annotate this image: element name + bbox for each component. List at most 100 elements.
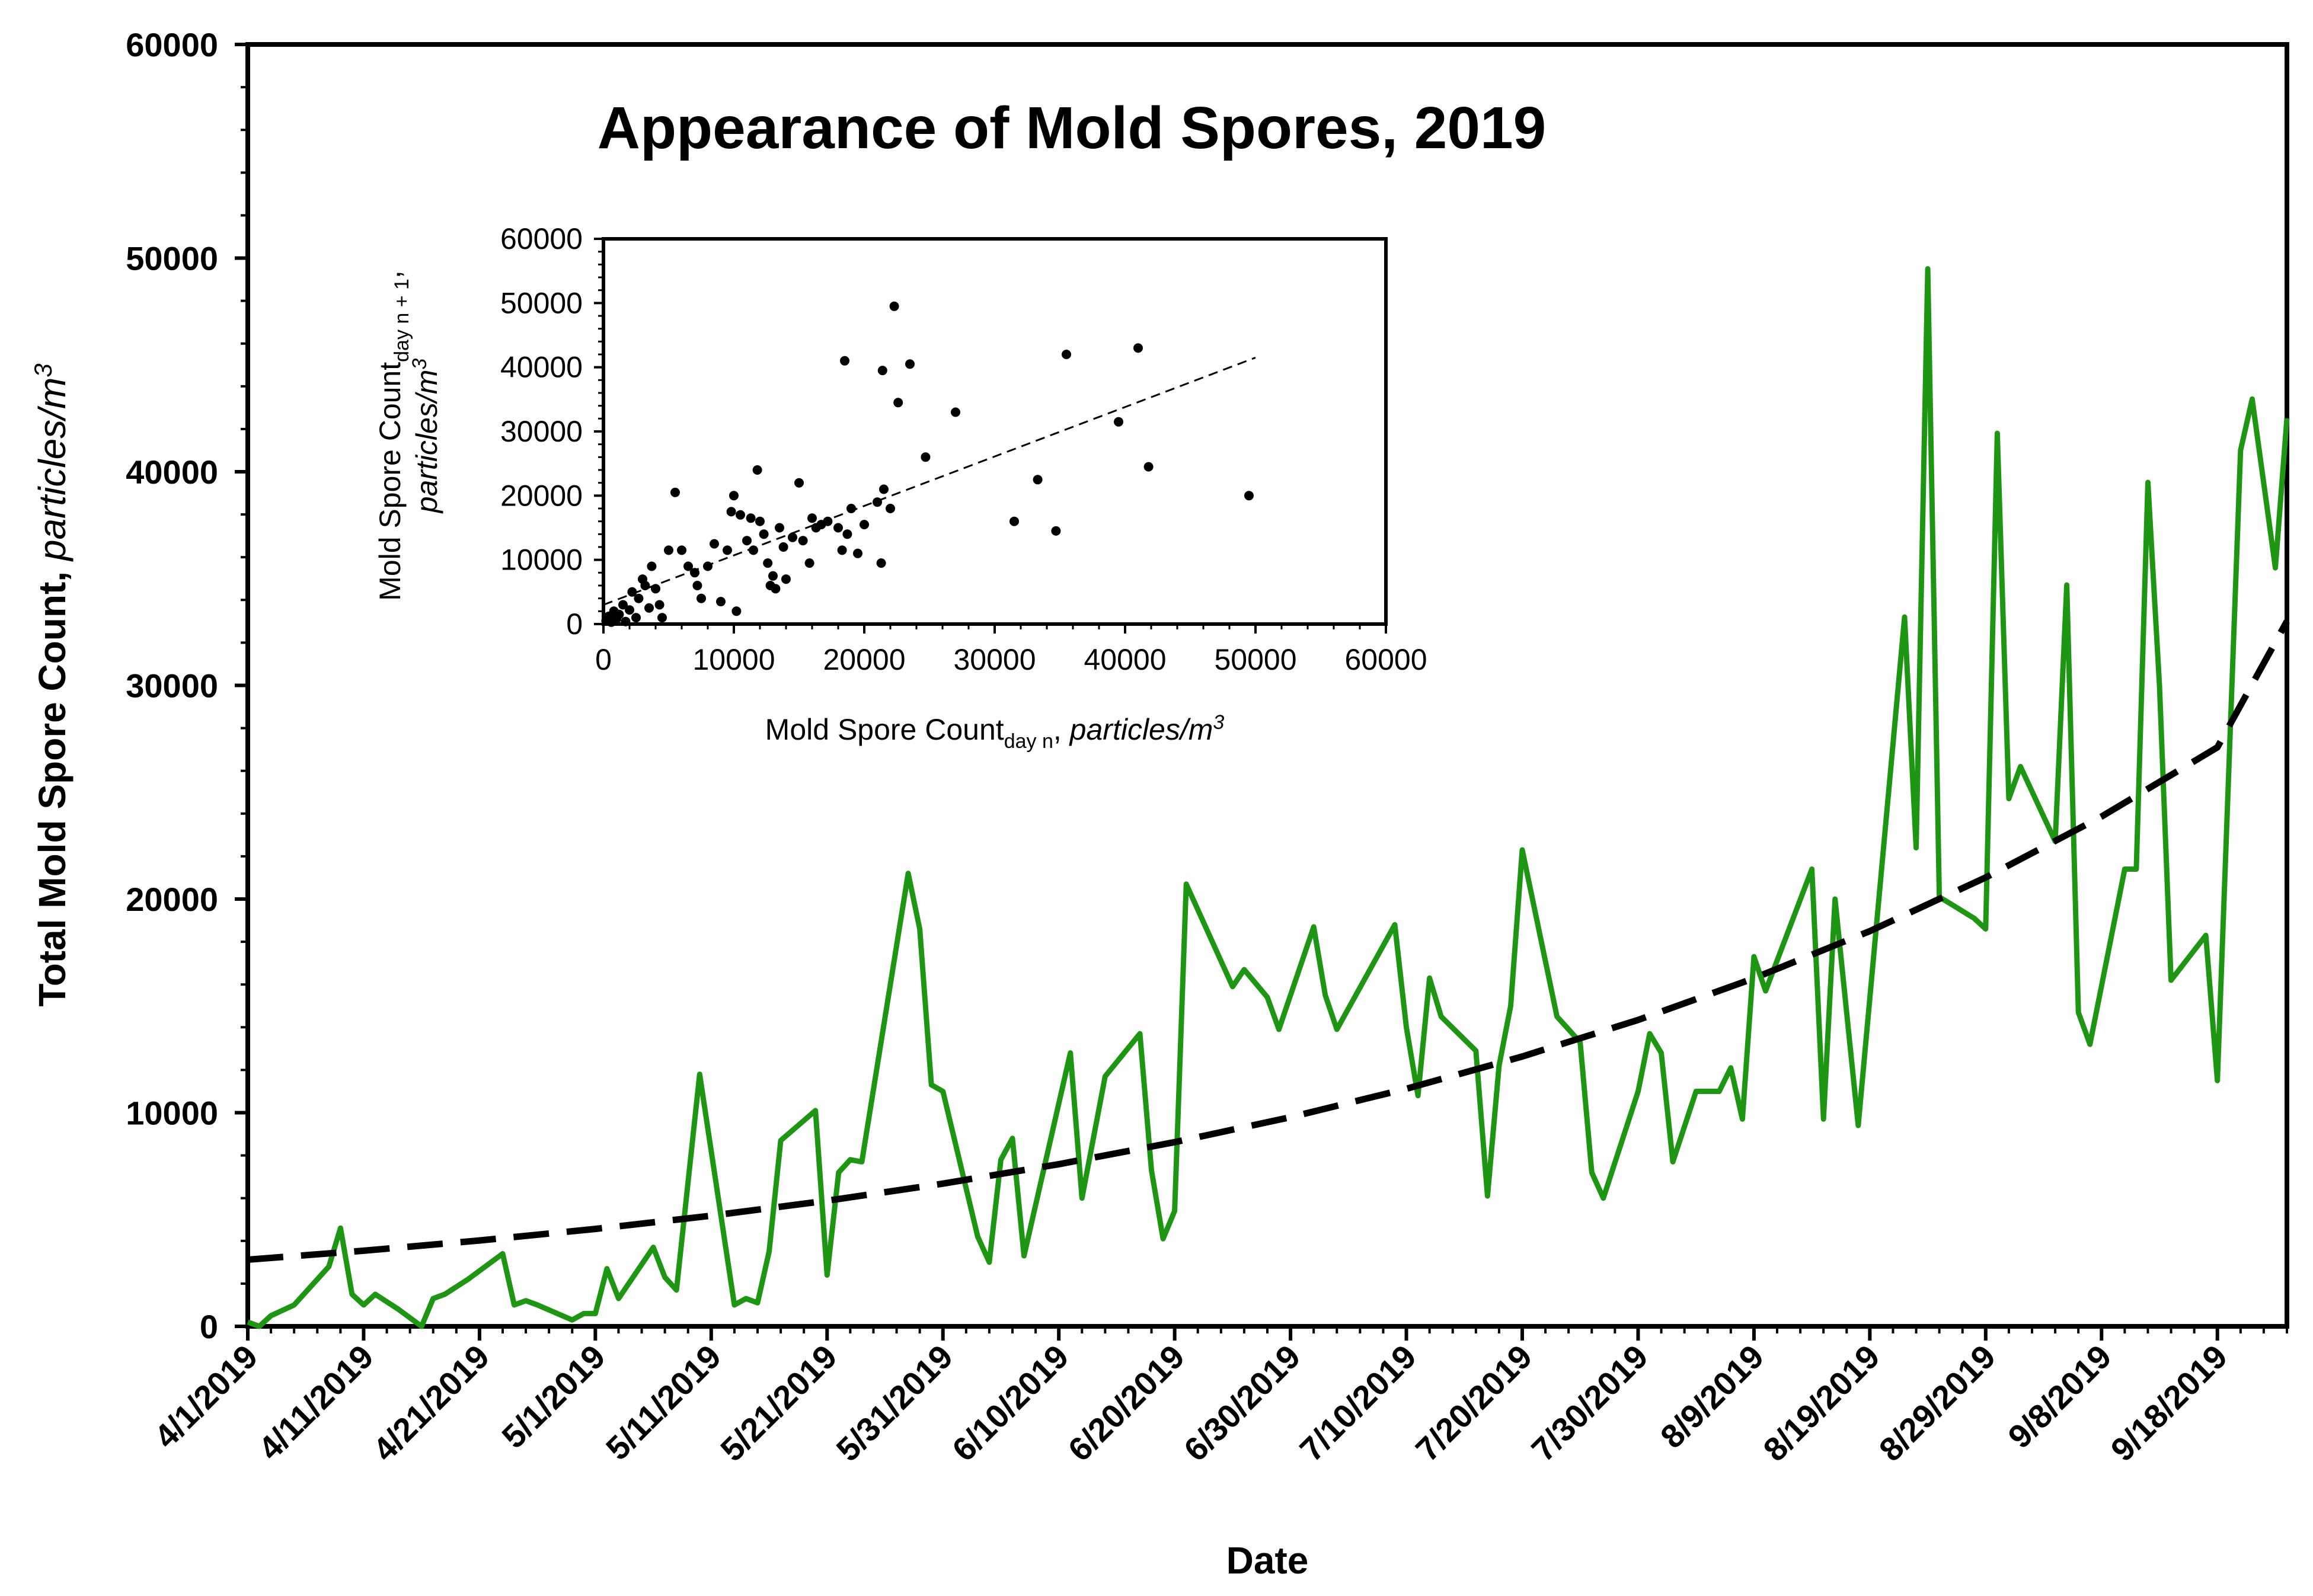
inset-scatter-point <box>833 523 843 533</box>
inset-scatter-point <box>860 520 869 530</box>
inset-scatter-point <box>644 603 654 613</box>
inset-y-axis-title: Mold Spore Countday n + 1, <box>373 270 413 601</box>
inset-scatter-point <box>621 616 631 626</box>
inset-scatter-point <box>631 613 641 623</box>
inset-marks <box>601 301 1256 627</box>
inset-scatter-point <box>794 478 804 488</box>
inset-scatter-point <box>842 529 852 539</box>
inset-scatter-point <box>853 548 862 558</box>
inset-scatter-point <box>710 539 719 549</box>
inset-x-tick-label: 10000 <box>692 643 775 676</box>
x-tick-label: 7/10/2019 <box>1292 1338 1423 1469</box>
inset-y-tick-label: 30000 <box>500 415 583 448</box>
series-line-mold-count <box>247 266 2290 1329</box>
inset-scatter-point <box>670 487 680 497</box>
inset-scatter-point <box>921 452 931 462</box>
inset-scatter-point <box>759 529 769 539</box>
inset-scatter-point <box>647 561 657 571</box>
y-tick-label: 60000 <box>126 26 218 63</box>
inset-scatter-point <box>731 606 742 616</box>
inset-y-axis-title-unit: particles/m <box>410 370 443 514</box>
chart-title: Appearance of Mold Spores, 2019 <box>598 95 1547 161</box>
inset-scatter-point <box>798 536 808 546</box>
inset-scatter-point <box>1244 491 1254 501</box>
inset-scatter-point <box>775 523 784 533</box>
inset-x-axis-title-text: Mold Spore Count <box>765 713 1004 746</box>
inset-scatter-point <box>716 597 726 607</box>
inset-scatter-point <box>840 356 849 366</box>
inset-y-axis: 0 10000 20000 30000 40000 50000 60000 <box>500 222 603 641</box>
inset-scatter-point <box>804 558 814 568</box>
y-axis-title: Total Mold Spore Count, particles/m3 <box>29 363 74 1006</box>
x-tick-label: 7/30/2019 <box>1524 1338 1655 1469</box>
y-axis-title-unit: particles/m <box>31 378 74 562</box>
x-tick-label: 4/11/2019 <box>251 1338 381 1467</box>
inset-scatter-point <box>697 593 706 603</box>
x-tick-label: 8/19/2019 <box>1756 1338 1887 1469</box>
inset-x-tick-label: 40000 <box>1084 643 1166 676</box>
inset-scatter-point <box>1133 343 1143 353</box>
inset-scatter-point <box>651 584 660 594</box>
x-tick-label: 8/9/2019 <box>1653 1338 1771 1456</box>
y-tick-label: 40000 <box>126 453 218 491</box>
inset-scatter-point <box>951 407 960 417</box>
trend-line <box>247 619 2290 1263</box>
inset-scatter-point <box>846 504 856 513</box>
y-tick-label: 50000 <box>126 240 218 277</box>
inset-y-tick-label: 20000 <box>500 479 583 512</box>
x-tick-label: 8/29/2019 <box>1872 1338 2003 1469</box>
inset-scatter-point <box>664 545 673 555</box>
x-tick-label: 6/10/2019 <box>945 1338 1076 1469</box>
inset-scatter-point <box>1051 526 1061 536</box>
inset-x-tick-label: 0 <box>595 643 612 676</box>
x-tick-label: 5/21/2019 <box>713 1338 844 1469</box>
inset-scatter-point <box>905 359 915 369</box>
inset-scatter-point <box>729 491 739 501</box>
inset-scatter-point <box>752 465 762 475</box>
inset-trend-line <box>603 357 1256 606</box>
y-tick-label: 30000 <box>126 667 218 705</box>
y-axis: 0 10000 20000 30000 40000 50000 60000 <box>126 26 248 1345</box>
inset-scatter-point <box>823 516 833 526</box>
inset-x-axis-title-unit: particles/m <box>1069 713 1213 746</box>
inset-scatter-point <box>654 600 664 610</box>
y-tick-label: 10000 <box>126 1095 218 1132</box>
inset-x-tick-label: 30000 <box>953 643 1036 676</box>
x-tick-label: 6/20/2019 <box>1060 1338 1191 1469</box>
y-tick-label: 20000 <box>126 881 218 918</box>
inset-scatter-point <box>876 558 886 568</box>
inset-scatter-point <box>1062 350 1071 359</box>
inset-x-tick-label: 60000 <box>1344 643 1427 676</box>
inset-y-axis-title-sub: day n + 1 <box>391 279 413 362</box>
inset-plot-frame <box>602 237 1388 626</box>
inset-scatter-point <box>625 605 634 615</box>
inset-scatter-point <box>618 600 628 610</box>
series-group <box>247 266 2290 1329</box>
y-axis-title-unit-sup: 3 <box>29 363 57 377</box>
inset-scatter-point <box>692 581 702 590</box>
x-tick-label: 5/1/2019 <box>494 1338 612 1456</box>
inset-x-axis-title-comma: , <box>1053 713 1070 746</box>
x-tick-label: 6/30/2019 <box>1177 1338 1308 1469</box>
inset-scatter-point <box>749 545 758 555</box>
x-axis: 4/1/20194/11/20194/21/20195/1/20195/11/2… <box>147 1326 2288 1469</box>
inset-scatter-point <box>640 581 650 590</box>
inset-scatter-point <box>723 545 732 555</box>
inset-scatter-point <box>1114 417 1123 427</box>
inset-scatter-point <box>768 571 778 581</box>
inset-scatter-point <box>683 561 693 571</box>
inset-y-axis-title-line2: particles/m3 <box>408 359 443 514</box>
inset-y-tick-label: 0 <box>566 607 583 641</box>
inset-y-axis-title-text: Mold Spore Count <box>373 362 407 601</box>
inset-scatter-point <box>690 568 699 578</box>
inset-scatter-point <box>677 545 686 555</box>
inset-scatter-point <box>781 574 791 584</box>
x-tick-label: 7/20/2019 <box>1408 1338 1539 1469</box>
x-tick-label: 5/11/2019 <box>599 1338 729 1467</box>
x-tick-label: 9/18/2019 <box>2103 1338 2234 1469</box>
inset-scatter-point <box>755 516 765 526</box>
x-tick-label: 4/21/2019 <box>366 1338 497 1469</box>
inset-scatter-point <box>627 587 637 597</box>
